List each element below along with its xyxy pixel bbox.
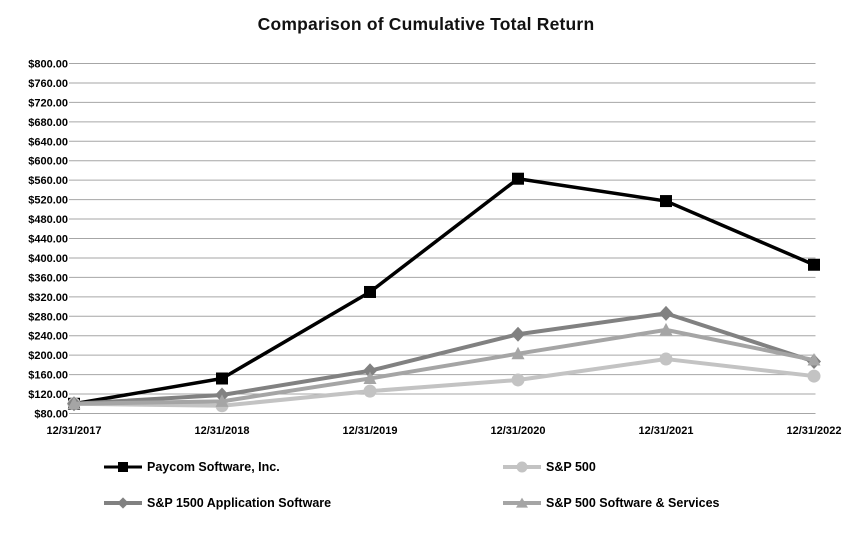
triangle-marker-icon	[363, 371, 377, 384]
circle-marker-icon	[503, 460, 541, 474]
y-axis-tick-label: $760.00	[28, 78, 68, 90]
y-axis-tick-label: $440.00	[28, 234, 68, 246]
series-line-square	[72, 176, 816, 406]
y-axis-tick-label: $80.00	[34, 409, 68, 421]
x-axis-tick-label: 12/31/2021	[638, 425, 693, 437]
y-axis-tick-label: $360.00	[28, 272, 68, 284]
y-axis-tick-label: $560.00	[28, 175, 68, 187]
triangle-glyph	[516, 497, 528, 508]
legend-label: S&P 500 Software & Services	[546, 496, 720, 510]
triangle-marker-icon	[215, 394, 229, 407]
diamond-marker-icon	[363, 363, 377, 379]
x-axis-tick-label: 12/31/2020	[490, 425, 545, 437]
circle-marker-icon	[363, 384, 377, 398]
y-axis-tick-label: $240.00	[28, 331, 68, 343]
diamond-marker-icon	[511, 326, 525, 342]
diamond-marker-icon	[659, 305, 673, 321]
circle-glyph	[516, 461, 528, 473]
diamond-marker-icon	[104, 496, 142, 510]
square-marker-icon	[808, 258, 820, 271]
x-axis-tick-label: 12/31/2019	[342, 425, 397, 437]
y-axis-tick-label: $640.00	[28, 136, 68, 148]
triangle-marker-icon	[807, 353, 821, 366]
y-axis-tick-label: $200.00	[28, 350, 68, 362]
legend-item-sp1500-application-software: S&P 1500 Application Software	[104, 491, 503, 515]
legend-label: Paycom Software, Inc.	[147, 460, 280, 474]
y-axis-tick-label: $320.00	[28, 292, 68, 304]
square-marker-icon	[512, 172, 524, 185]
square-marker-icon	[216, 372, 228, 385]
chart-title: Comparison of Cumulative Total Return	[257, 14, 595, 34]
triangle-marker-icon	[511, 346, 525, 360]
chart-legend: Paycom Software, Inc. S&P 500 S&P 1500 A…	[104, 455, 822, 515]
y-axis-tick-label: $160.00	[28, 370, 68, 382]
series-line-circle	[72, 357, 816, 408]
square-marker-icon	[660, 195, 672, 208]
circle-marker-icon	[511, 373, 525, 387]
legend-item-sp500: S&P 500	[503, 455, 822, 479]
y-axis-tick-label: $120.00	[28, 389, 68, 401]
y-axis-tick-label: $720.00	[28, 97, 68, 109]
y-axis-tick-label: $680.00	[28, 117, 68, 129]
legend-label: S&P 1500 Application Software	[147, 496, 332, 510]
circle-marker-icon	[659, 352, 673, 366]
legend-item-paycom: Paycom Software, Inc.	[104, 455, 503, 479]
square-marker-icon	[104, 460, 142, 474]
y-axis-tick-label: $280.00	[28, 311, 68, 323]
y-axis-tick-label: $600.00	[28, 156, 68, 168]
triangle-marker-icon	[659, 322, 673, 336]
x-axis-tick-label: 12/31/2018	[194, 425, 249, 437]
y-axis-tick-label: $520.00	[28, 195, 68, 207]
square-glyph	[118, 462, 128, 472]
series-line-diamond	[72, 311, 816, 406]
legend-label: S&P 500	[546, 460, 596, 474]
triangle-marker-icon	[67, 396, 81, 410]
x-axis-tick-label: 12/31/2017	[46, 425, 101, 437]
legend-item-sp500-software-services: S&P 500 Software & Services	[503, 491, 822, 515]
diamond-glyph	[117, 497, 129, 509]
x-axis-tick-label: 12/31/2022	[786, 425, 841, 437]
series-line-triangle	[72, 327, 816, 406]
y-axis-tick-label: $480.00	[28, 214, 68, 226]
y-axis-tick-label: $400.00	[28, 253, 68, 265]
square-marker-icon	[364, 285, 376, 298]
y-axis-tick-label: $800.00	[28, 59, 68, 71]
circle-marker-icon	[807, 369, 821, 383]
triangle-marker-icon	[503, 496, 541, 510]
